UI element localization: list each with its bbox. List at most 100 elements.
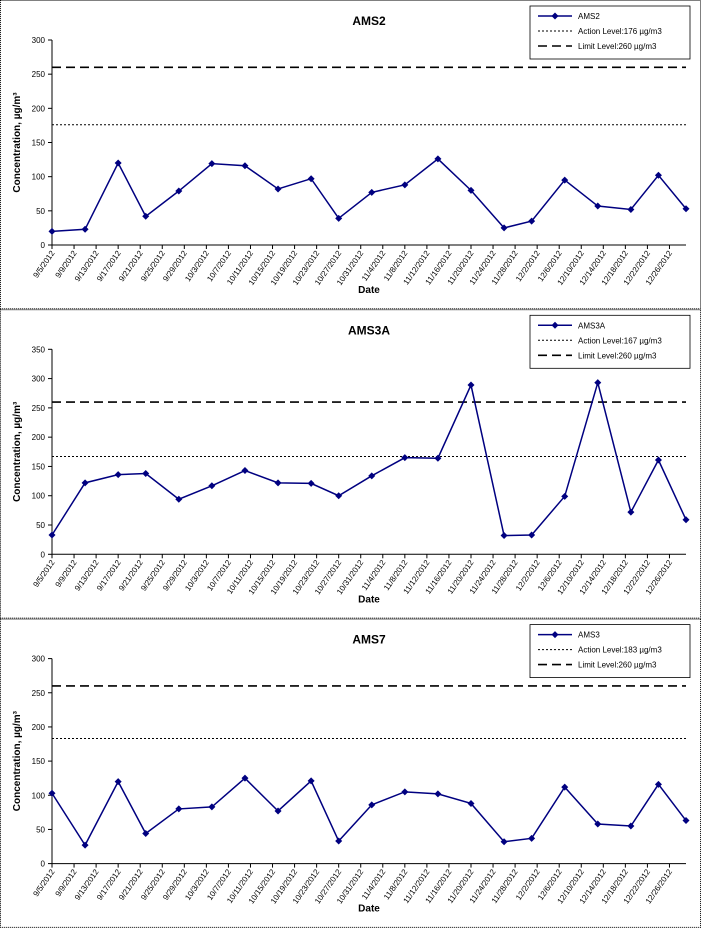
y-tick-label: 150 xyxy=(32,139,46,148)
y-tick-label: 250 xyxy=(32,689,46,698)
marker xyxy=(627,205,635,213)
marker xyxy=(654,780,662,788)
chart-title: AMS3A xyxy=(348,323,390,337)
legend-label: Action Level:183 µg/m3 xyxy=(578,646,662,655)
marker xyxy=(682,205,690,213)
y-tick-label: 50 xyxy=(36,207,45,216)
marker xyxy=(81,225,89,233)
marker xyxy=(467,381,475,389)
y-tick-label: 100 xyxy=(32,791,46,800)
marker xyxy=(48,531,56,539)
legend-label: AMS2 xyxy=(578,12,600,21)
marker xyxy=(335,837,343,845)
marker xyxy=(654,456,662,464)
y-tick-label: 200 xyxy=(32,723,46,732)
marker xyxy=(594,379,602,387)
marker xyxy=(307,175,315,183)
y-tick-label: 250 xyxy=(32,404,46,413)
x-axis-label: Date xyxy=(358,904,380,915)
y-tick-label: 300 xyxy=(32,655,46,664)
marker xyxy=(627,822,635,830)
marker xyxy=(175,495,183,503)
marker xyxy=(142,830,150,838)
marker xyxy=(175,805,183,813)
marker xyxy=(81,479,89,487)
y-tick-label: 100 xyxy=(32,173,46,182)
marker xyxy=(551,631,559,639)
legend-label: AMS3 xyxy=(578,631,600,640)
marker xyxy=(401,788,409,796)
marker xyxy=(48,227,56,235)
marker xyxy=(274,479,282,487)
y-axis-label: Concentration, µg/m³ xyxy=(12,710,23,811)
series-line xyxy=(51,379,687,537)
marker xyxy=(368,472,376,480)
y-tick-label: 0 xyxy=(41,241,46,250)
x-axis-label: Date xyxy=(358,285,380,296)
legend-label: Limit Level:260 µg/m3 xyxy=(578,351,657,360)
marker xyxy=(241,467,249,475)
marker xyxy=(48,789,56,797)
legend: AMS3 Action Level:183 µg/m3 Limit Level:26… xyxy=(529,624,691,678)
marker xyxy=(528,531,536,539)
plot-area xyxy=(52,349,686,554)
legend: AMS2 Action Level:176 µg/m3 Limit Level:26… xyxy=(529,5,691,60)
y-axis-label: Concentration, µg/m³ xyxy=(12,401,23,502)
marker xyxy=(528,834,536,842)
y-tick-label: 350 xyxy=(32,345,46,354)
marker xyxy=(335,492,343,500)
chart-panel: AMS3A0501001502002503003509/5/20129/9/20… xyxy=(0,309,701,619)
chart-title: AMS7 xyxy=(352,633,386,647)
marker xyxy=(368,188,376,196)
chart-title: AMS2 xyxy=(352,14,386,28)
marker xyxy=(500,532,508,540)
y-tick-label: 300 xyxy=(32,36,46,45)
y-tick-label: 100 xyxy=(32,492,46,501)
marker xyxy=(307,777,315,785)
marker xyxy=(654,171,662,179)
y-tick-label: 150 xyxy=(32,462,46,471)
marker xyxy=(500,838,508,846)
marker xyxy=(551,321,559,329)
marker xyxy=(467,186,475,194)
marker xyxy=(434,155,442,163)
marker xyxy=(307,479,315,487)
marker xyxy=(594,202,602,210)
marker xyxy=(561,492,569,500)
legend-label: AMS3A xyxy=(578,321,606,330)
marker xyxy=(142,212,150,220)
marker xyxy=(81,841,89,849)
marker xyxy=(208,160,216,168)
chart-panel: AMS70501001502002503009/5/20129/9/20129/… xyxy=(0,618,701,928)
marker xyxy=(500,224,508,232)
y-tick-label: 50 xyxy=(36,825,45,834)
marker xyxy=(114,778,122,786)
legend-label: Action Level:176 µg/m3 xyxy=(578,27,662,36)
marker xyxy=(142,469,150,477)
marker xyxy=(682,516,690,524)
marker xyxy=(114,471,122,479)
y-tick-label: 200 xyxy=(32,433,46,442)
marker xyxy=(241,162,249,170)
marker xyxy=(467,799,475,807)
marker xyxy=(561,176,569,184)
y-tick-label: 0 xyxy=(41,550,46,559)
marker xyxy=(401,454,409,462)
y-tick-label: 0 xyxy=(41,860,46,869)
legend-label: Limit Level:260 µg/m3 xyxy=(578,661,657,670)
y-tick-label: 50 xyxy=(36,521,45,530)
series-line xyxy=(51,157,687,233)
marker xyxy=(528,217,536,225)
marker xyxy=(274,807,282,815)
marker xyxy=(551,12,559,20)
marker xyxy=(434,454,442,462)
marker xyxy=(561,783,569,791)
marker xyxy=(594,820,602,828)
y-tick-label: 300 xyxy=(32,375,46,384)
marker xyxy=(114,159,122,167)
y-tick-label: 150 xyxy=(32,757,46,766)
marker xyxy=(241,774,249,782)
marker xyxy=(274,185,282,193)
marker xyxy=(434,790,442,798)
